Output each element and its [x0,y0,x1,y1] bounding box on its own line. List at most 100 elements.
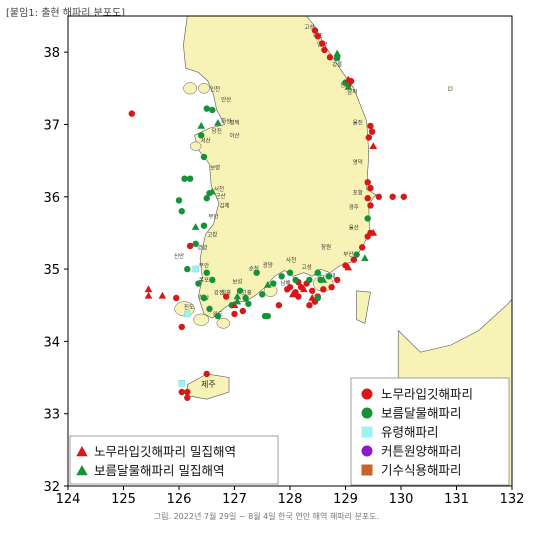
nomura-jellyfish-point [375,193,382,200]
coastal-island [216,318,231,329]
moon-jellyfish-point [286,269,294,276]
y-tick-label: 35 [43,263,60,278]
nomura-jellyfish-point [231,310,238,318]
place-label: 포항 [353,189,363,197]
nomura-dense-area [369,142,378,149]
figure-caption: 그림. 2022년 7월 29일 ~ 8월 4일 한국 연안 해역 해파리 분포… [153,512,380,521]
nomura-jellyfish-point [364,195,371,202]
nomura-jellyfish-point [321,46,328,54]
place-label: 군산 [216,192,226,200]
moon-jellyfish-point [306,276,313,284]
legend-label: 커튼원양해파리 [381,444,462,459]
place-label: 목포 [199,277,209,284]
nomura-dense-area [158,291,167,299]
moon-jellyfish-point [203,105,210,112]
nomura-jellyfish-point [184,394,191,401]
moon-jellyfish-point [206,305,213,313]
place-label: 영덕 [353,158,363,166]
nomura-jellyfish-point [222,293,230,300]
nomura-jellyfish-point [173,294,180,302]
coastal-island [183,82,197,95]
nomura-jellyfish-point [365,134,373,141]
legend-marker [361,407,373,419]
nomura-jellyfish-point [367,184,374,192]
moon-jellyfish-point [278,273,285,280]
nomura-jellyfish-point [320,286,327,293]
moon-jellyfish-point [178,208,185,215]
legend-marker [76,446,88,457]
nomura-jellyfish-point [364,233,371,240]
nomura-dense-area [308,294,316,301]
moon-dense-area [233,292,242,300]
nomura-jellyfish-point [333,276,341,284]
place-label: 삼척 [347,88,357,96]
x-tick-label: 130 [389,492,414,507]
legend-label: 기수식용해파리 [381,463,462,478]
moon-jellyfish-point [195,280,202,287]
place-label: 사천 [286,256,296,264]
axis-ticks: 124 125 126 127 128 129 130 131 132 38 37 36 35 34 33 3… [43,46,524,507]
nomura-jellyfish-point [184,388,191,396]
place-label: 아산 [229,131,239,139]
y-tick-label: 32 [43,480,60,495]
nomura-jellyfish-point [314,33,321,40]
coastal-island [189,141,202,151]
moon-jellyfish-point [209,276,216,284]
moon-jellyfish-point [292,276,299,284]
place-label: 고성 [302,263,312,271]
moon-jellyfish-point [270,280,277,287]
place-label: 남해 [280,279,290,287]
legend-label: 노무라입깃해파리 밀집해역 [94,444,236,459]
place-label: 고흥 [242,288,252,296]
place-label: 진도 [184,303,194,311]
nomura-dense-area [144,291,153,299]
place-label: 당진 [212,127,222,135]
coastal-island [193,313,210,326]
nomura-dense-area [369,228,378,236]
y-tick-label: 37 [43,118,60,133]
place-label: 부산 [343,250,353,258]
moon-jellyfish-point [253,269,260,276]
marker-layer [128,27,407,401]
y-tick-label: 36 [43,191,60,206]
legend-marker [361,445,373,457]
place-label: 인천 [210,85,220,93]
moon-jellyfish-point [245,300,252,307]
place-label: 보성 [232,278,242,286]
place-label: 울산 [349,223,359,231]
legend-marker [361,464,373,476]
nomura-jellyfish-point [239,307,247,315]
x-tick-label: 131 [444,492,469,507]
place-label: 부안 [208,213,218,220]
moon-jellyfish-point [192,240,199,247]
moon-jellyfish-point [264,312,271,320]
nomura-jellyfish-point [284,286,291,293]
nomura-jellyfish-point [311,27,319,34]
tsushima-island [356,290,371,324]
moon-jellyfish-point [203,269,210,276]
place-label: 고창 [207,231,217,239]
place-label: 평택 [229,119,239,126]
figure-header: [붙임1: 출현 해파리 분포도] [6,8,126,19]
moon-jellyfish-point [325,273,333,280]
nomura-dense-area [144,285,153,293]
place-label: 고성 [304,23,314,31]
x-tick-label: 124 [56,492,81,507]
moon-dense-area [344,82,353,90]
place-label: 경주 [349,204,359,211]
nomura-jellyfish-point [295,293,302,300]
x-tick-label: 132 [500,492,525,507]
nomura-jellyfish-point [350,256,358,263]
moon-jellyfish-point [186,175,194,182]
place-label: 울진 [353,118,363,126]
moon-jellyfish-point [364,215,371,222]
moon-jellyfish-point [259,291,266,298]
x-tick-label: 128 [278,492,303,507]
moon-dense-area [208,187,217,195]
nomura-jellyfish-point [178,388,185,396]
place-label: 강릉 [332,62,342,69]
nomura-jellyfish-point [364,179,371,186]
x-tick-label: 127 [222,492,247,507]
nomura-jellyfish-point [400,193,407,200]
